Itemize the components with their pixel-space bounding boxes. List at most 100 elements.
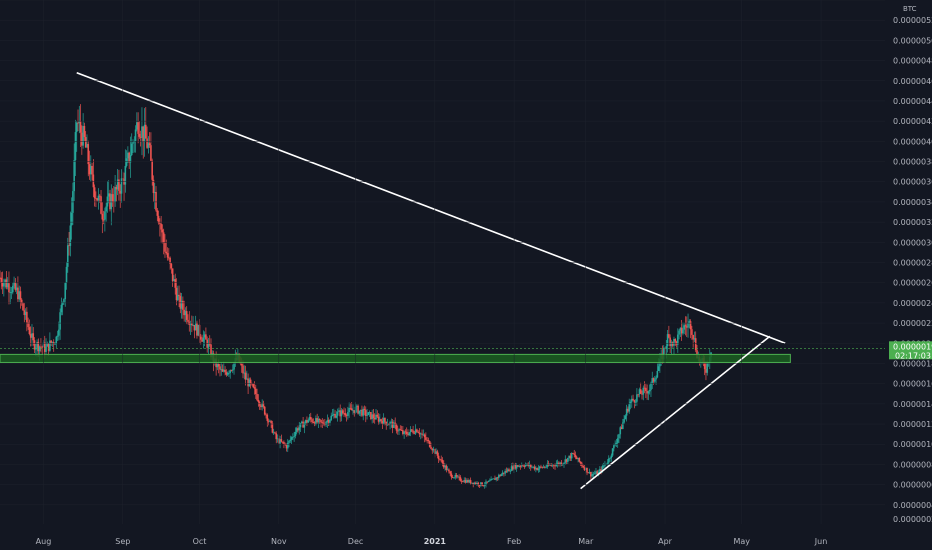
candle-body — [544, 466, 546, 468]
candle-body — [455, 475, 458, 477]
candle-body — [101, 213, 104, 220]
candle-body — [578, 457, 581, 462]
candle-body — [137, 122, 139, 134]
candle-body — [33, 340, 36, 350]
candle-body — [492, 478, 495, 480]
candle-body — [104, 211, 106, 220]
candle-body — [59, 312, 61, 330]
candle-body — [595, 471, 597, 474]
candle-body — [499, 475, 501, 476]
candle-body — [4, 279, 6, 283]
candle-body — [440, 459, 443, 461]
candle-body — [554, 465, 556, 467]
candle-body — [270, 420, 272, 424]
candle-body — [243, 372, 246, 374]
candle-body — [648, 389, 651, 392]
candle-body — [45, 346, 47, 352]
candle-body — [519, 466, 522, 467]
candle-body — [74, 132, 77, 161]
candle-body — [462, 481, 464, 483]
candle-body — [194, 322, 197, 331]
candle-body — [28, 327, 31, 335]
candle-body — [671, 342, 674, 346]
candle-body — [505, 470, 508, 472]
candle-body — [546, 463, 549, 467]
candle-body — [75, 122, 78, 133]
candle-body — [267, 420, 270, 422]
trendline-lower-support[interactable] — [580, 335, 771, 490]
candle-body — [334, 413, 336, 418]
candle-body — [358, 410, 361, 414]
candle-body — [599, 469, 601, 472]
candle-body — [193, 325, 196, 331]
candle-body — [322, 422, 325, 425]
x-tick-label: Aug — [36, 537, 52, 546]
candle-body — [301, 421, 303, 423]
candle-body — [508, 469, 510, 472]
time-axis[interactable]: Aug Sep Oct Nov Dec 2021 Feb Mar Apr May Jun — [36, 0, 828, 546]
candle-body — [677, 334, 679, 345]
y-tick-label: 0.00000040 — [893, 501, 932, 510]
candle-body — [683, 325, 686, 330]
candle-body — [272, 432, 275, 434]
candle-body — [5, 279, 8, 288]
candle-body — [233, 363, 235, 370]
candle-body — [613, 445, 615, 449]
candle-body — [625, 408, 628, 416]
candle-body — [37, 341, 40, 352]
candle-body — [586, 467, 588, 473]
candle-body — [31, 333, 33, 338]
candle-body — [689, 321, 692, 330]
candle-body — [6, 283, 9, 288]
y-tick-label: 0.00000160 — [893, 380, 932, 389]
candle-body — [641, 393, 643, 395]
candle-body — [670, 342, 673, 347]
candle-body — [409, 429, 412, 433]
candle-body — [147, 143, 150, 148]
candle-body — [79, 121, 82, 133]
candle-body — [299, 422, 302, 428]
candle-body — [556, 462, 559, 465]
candle-body — [394, 422, 396, 425]
candle-body — [262, 403, 265, 407]
candle-body — [276, 438, 279, 440]
candle-body — [321, 422, 324, 424]
candle-body — [50, 340, 52, 344]
support-zone-box[interactable] — [0, 353, 791, 363]
candle-body — [520, 465, 523, 467]
candle-body — [98, 195, 101, 197]
price-axis[interactable]: BTC 0.00000040 0.00000060 0.00000080 0.0000… — [0, 0, 932, 524]
candle-body — [657, 366, 660, 372]
candle-body — [634, 401, 637, 403]
candle-body — [335, 415, 338, 418]
last-price-tag: 0.0000019502:17:03 — [889, 341, 932, 360]
candle-body — [583, 467, 586, 471]
candle-body — [302, 421, 304, 428]
candle-body — [326, 419, 329, 423]
candle-body — [338, 410, 340, 412]
candle-body — [82, 125, 84, 146]
candle-body — [662, 347, 665, 360]
y-tick-label: 0.00000060 — [893, 481, 932, 490]
candle-body — [399, 429, 402, 431]
y-bottom-label: 0.00000021 — [893, 515, 932, 524]
candle-body — [274, 432, 276, 434]
candle-body — [226, 372, 229, 375]
candle-body — [19, 291, 22, 300]
candle-body — [444, 465, 446, 468]
candle-body — [506, 469, 509, 472]
candle-body — [486, 481, 489, 483]
candle-body — [41, 346, 44, 348]
candle-body — [90, 165, 92, 175]
candle-body — [133, 140, 136, 143]
candle-body — [324, 424, 326, 425]
candle-body — [512, 466, 514, 470]
candle-body — [464, 480, 467, 483]
candle-body — [387, 424, 390, 426]
candle-body — [504, 470, 506, 474]
candle-body — [130, 143, 133, 156]
candle-body — [381, 421, 384, 425]
trendline-upper-resistance[interactable] — [76, 71, 786, 345]
